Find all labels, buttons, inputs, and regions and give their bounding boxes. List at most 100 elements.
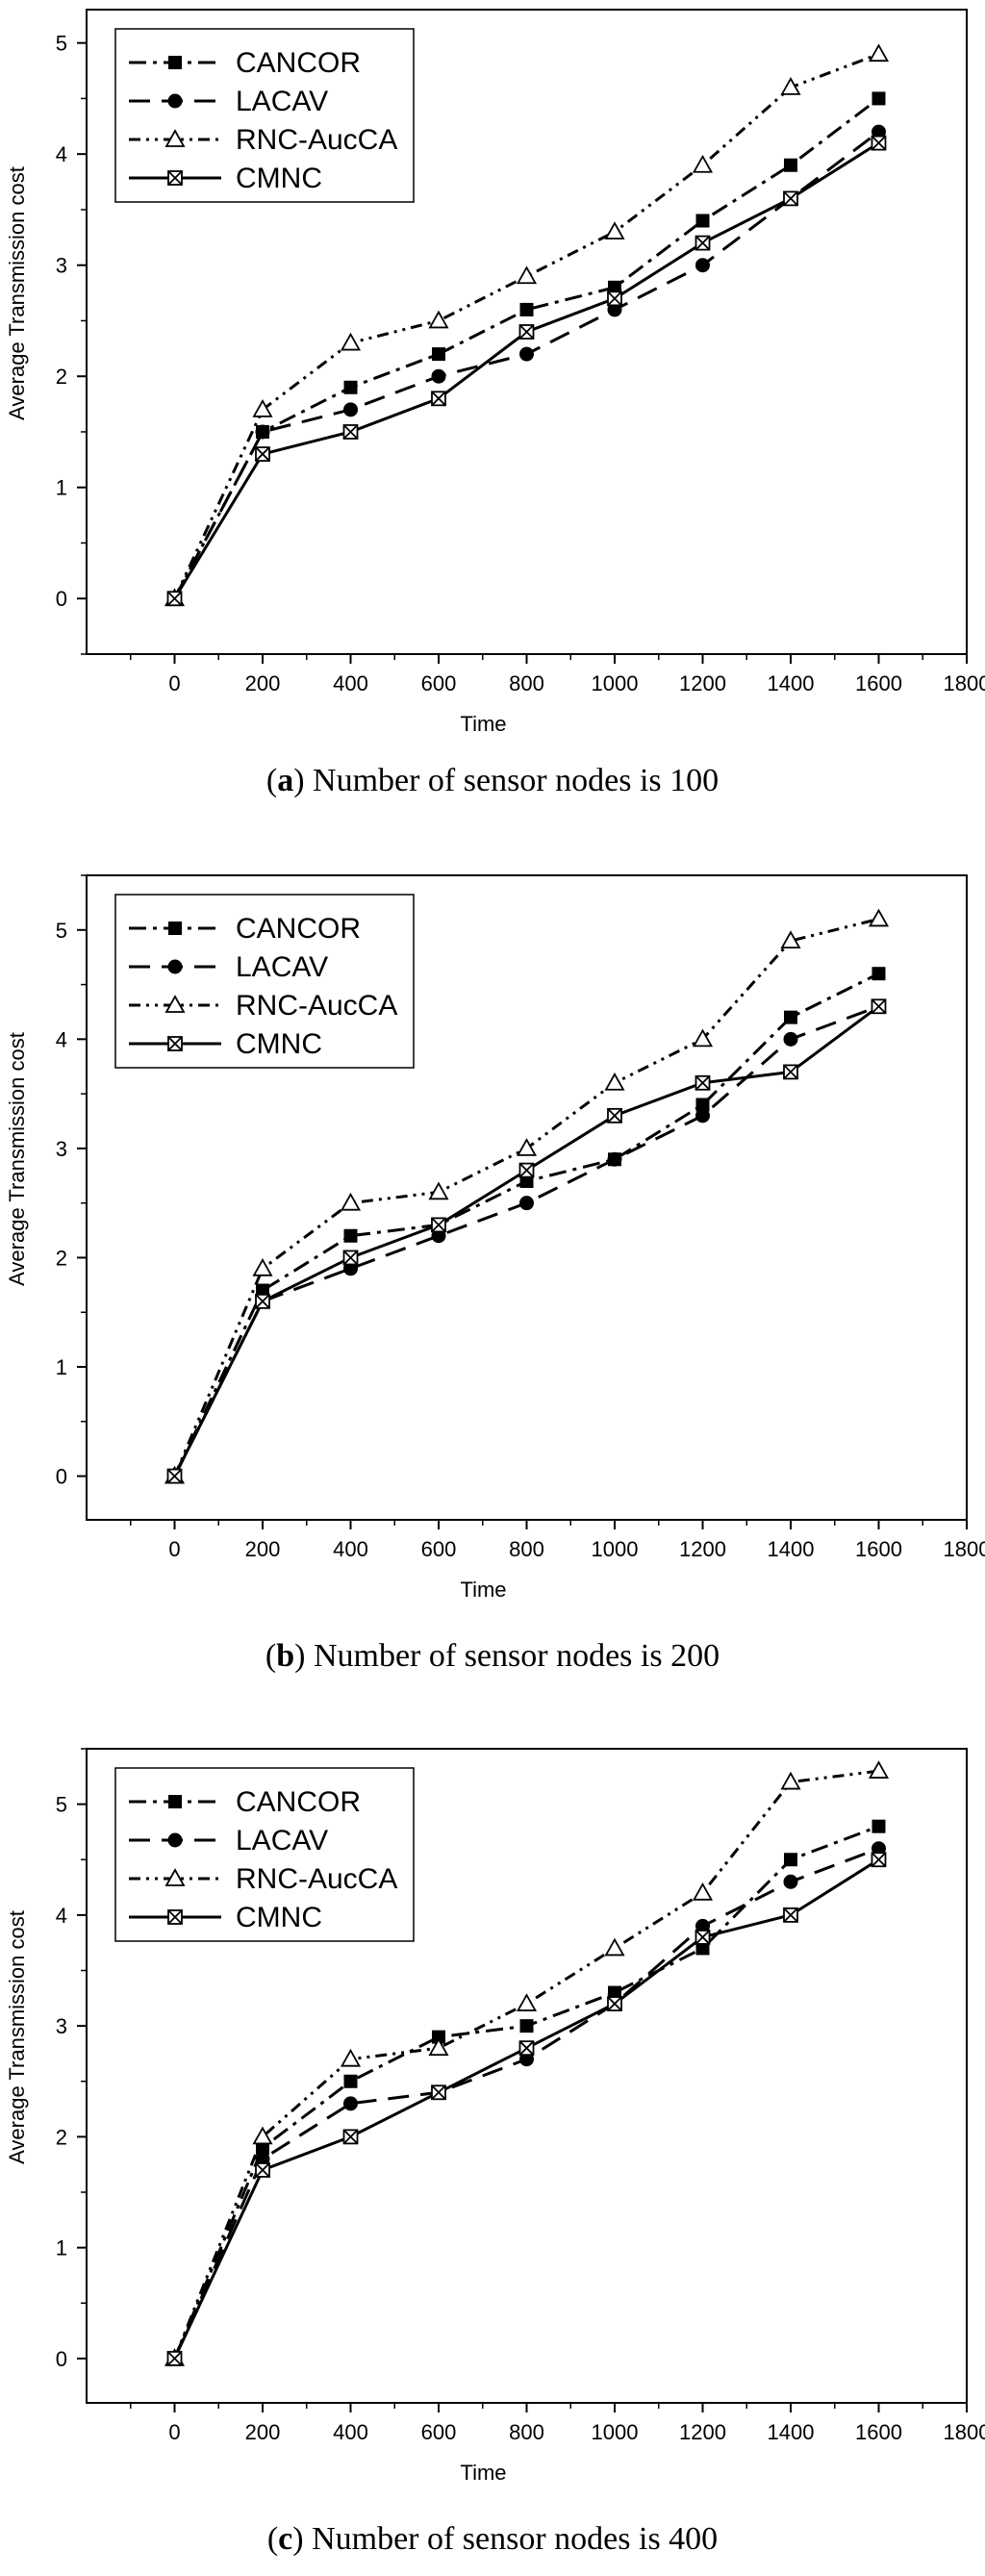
marker-cross <box>607 1108 622 1124</box>
y-tick-label: 2 <box>56 365 67 389</box>
y-tick-label: 5 <box>56 1793 67 1817</box>
y-tick-label: 0 <box>56 1465 67 1489</box>
series-line <box>173 1005 880 1477</box>
data-point <box>695 1098 710 1112</box>
y-tick-label: 1 <box>56 476 67 500</box>
legend: CANCOR LACAV RNC-AucCA CMNC <box>114 894 415 1069</box>
y-axis-label: Average Transmission cost <box>5 166 29 420</box>
caption-body: Number of sensor nodes is 400 <box>312 2521 718 2557</box>
panel-caption: (b) Number of sensor nodes is 200 <box>265 1638 720 1674</box>
caption-paren-close: ) <box>292 2521 312 2557</box>
marker-cross <box>695 1075 711 1091</box>
data-point <box>252 399 273 417</box>
marker-cross <box>167 1909 183 1925</box>
x-tick-label: 1400 <box>768 671 815 695</box>
data-point <box>780 77 801 95</box>
data-point <box>783 1907 798 1923</box>
y-axis-label: Average Transmission cost <box>5 1910 29 2164</box>
data-point <box>166 2350 183 2366</box>
legend-box <box>114 1767 415 1942</box>
series-line <box>173 52 880 599</box>
series-cancor <box>167 91 886 606</box>
x-tick-label: 0 <box>168 2420 180 2444</box>
data-point <box>607 1151 622 1167</box>
data-point <box>692 154 714 173</box>
legend-marker <box>167 1909 183 1925</box>
data-point <box>608 1985 621 2000</box>
data-point <box>871 998 887 1015</box>
data-point <box>343 1228 358 1243</box>
data-point <box>780 930 801 949</box>
legend-label: CMNC <box>236 1902 322 1933</box>
marker-cross <box>607 1996 622 2011</box>
marker-cross <box>167 170 183 186</box>
legend-label: LACAV <box>236 951 328 983</box>
data-point <box>340 1192 362 1211</box>
data-point <box>518 1162 535 1178</box>
series-line <box>173 1769 879 2360</box>
legend-marker <box>167 93 183 109</box>
x-tick-label: 1200 <box>679 2420 726 2444</box>
y-tick-label: 1 <box>56 1355 67 1379</box>
chart-panel-b: 0 200 400 600 800 1000 1200 1400 1600 1800 0 1 2 3 4 5 T… <box>5 874 985 1602</box>
data-point <box>431 391 446 407</box>
data-point <box>166 591 183 607</box>
data-point <box>255 424 270 440</box>
series-rnc-aucca <box>164 1760 890 2366</box>
data-point <box>342 424 359 440</box>
x-tick-label: 600 <box>421 671 457 695</box>
x-tick-label: 1200 <box>679 1537 726 1561</box>
legend-label: CMNC <box>236 1028 322 1060</box>
data-point <box>428 310 449 329</box>
marker-cross <box>431 1217 446 1233</box>
data-point <box>871 1852 887 1868</box>
data-point <box>608 280 621 294</box>
data-point <box>607 1996 622 2011</box>
data-point <box>607 1107 622 1124</box>
data-point <box>255 446 270 462</box>
y-tick-label: 0 <box>56 587 67 611</box>
marker-cross <box>166 1468 183 1484</box>
legend-label: CANCOR <box>236 47 361 79</box>
data-point <box>342 2129 359 2145</box>
data-point <box>604 221 625 240</box>
data-point <box>780 1771 801 1790</box>
data-point <box>695 235 711 251</box>
x-tick-label: 1400 <box>768 2420 815 2444</box>
y-tick-label: 1 <box>56 2236 67 2260</box>
caption-paren-close: ) <box>294 1638 314 1674</box>
data-point <box>783 1031 798 1047</box>
data-point <box>432 2030 445 2044</box>
marker-cross <box>431 391 446 406</box>
marker-cross <box>431 2084 446 2100</box>
series-line <box>173 141 880 600</box>
data-point <box>692 1028 714 1048</box>
data-point <box>166 1468 183 1484</box>
data-point <box>516 1138 538 1156</box>
y-tick-label: 5 <box>56 919 67 943</box>
caption-paren-open: ( <box>265 1638 276 1674</box>
data-point <box>695 1941 710 1956</box>
x-tick-label: 600 <box>421 2420 457 2444</box>
x-tick-label: 200 <box>245 1537 281 1561</box>
legend-marker <box>168 56 182 69</box>
legend: CANCOR LACAV RNC-AucCA CMNC <box>114 28 415 203</box>
legend-box <box>114 28 415 203</box>
y-tick-label: 4 <box>56 1027 67 1051</box>
marker-cross <box>342 1250 359 1266</box>
data-point <box>255 1293 270 1309</box>
legend-label: CANCOR <box>236 913 361 945</box>
legend-label: RNC-AucCA <box>236 1863 397 1895</box>
marker-cross <box>783 1064 798 1080</box>
marker-cross <box>342 2129 359 2145</box>
legend-label: RNC-AucCA <box>236 124 397 156</box>
data-point <box>343 2074 358 2088</box>
legend-marker <box>164 129 186 147</box>
series-line <box>173 97 880 599</box>
data-point <box>783 190 798 207</box>
data-point <box>695 258 710 273</box>
legend-box <box>114 894 415 1069</box>
caption-paren-close: ) <box>293 763 313 798</box>
chart-panel-c: 0 200 400 600 800 1000 1200 1400 1600 1800 0 1 2 3 4 5 T… <box>5 1748 985 2485</box>
